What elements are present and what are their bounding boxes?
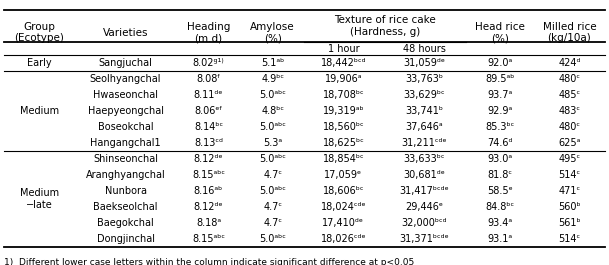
Text: 33,629ᵇᶜ: 33,629ᵇᶜ bbox=[403, 90, 445, 100]
Text: 8.14ᵇᶜ: 8.14ᵇᶜ bbox=[194, 122, 223, 132]
Text: Texture of rice cake
(Hardness, g): Texture of rice cake (Hardness, g) bbox=[334, 15, 435, 37]
Text: 93.7ᵃ: 93.7ᵃ bbox=[487, 90, 512, 100]
Text: Nunbora: Nunbora bbox=[105, 186, 147, 196]
Text: 480ᶜ: 480ᶜ bbox=[558, 74, 580, 84]
Text: 30,681ᵈᵉ: 30,681ᵈᵉ bbox=[403, 170, 445, 180]
Text: Heading
(m.d): Heading (m.d) bbox=[187, 22, 230, 43]
Text: 5.0ᵃᵇᶜ: 5.0ᵃᵇᶜ bbox=[259, 122, 286, 132]
Text: 33,633ᵇᶜ: 33,633ᵇᶜ bbox=[403, 154, 445, 164]
Text: Baekseolchal: Baekseolchal bbox=[93, 202, 158, 212]
Text: 8.18ᵃ: 8.18ᵃ bbox=[196, 218, 221, 228]
Text: 625ᵃ: 625ᵃ bbox=[558, 138, 580, 148]
Text: 5.0ᵃᵇᶜ: 5.0ᵃᵇᶜ bbox=[259, 234, 286, 244]
Text: Baegokchal: Baegokchal bbox=[97, 218, 154, 228]
Text: 8.12ᵈᵉ: 8.12ᵈᵉ bbox=[194, 154, 224, 164]
Text: 4.7ᶜ: 4.7ᶜ bbox=[263, 202, 282, 212]
Text: Sangjuchal: Sangjuchal bbox=[99, 58, 152, 68]
Text: 483ᶜ: 483ᶜ bbox=[558, 106, 580, 116]
Text: 18,026ᶜᵈᵉ: 18,026ᶜᵈᵉ bbox=[320, 234, 366, 244]
Text: 5.0ᵃᵇᶜ: 5.0ᵃᵇᶜ bbox=[259, 186, 286, 196]
Text: 29,446ᵉ: 29,446ᵉ bbox=[405, 202, 443, 212]
Text: 8.15ᵃᵇᶜ: 8.15ᵃᵇᶜ bbox=[192, 170, 225, 180]
Text: 5.1ᵃᵇ: 5.1ᵃᵇ bbox=[261, 58, 284, 68]
Text: 4.7ᶜ: 4.7ᶜ bbox=[263, 218, 282, 228]
Text: Amylose
(%): Amylose (%) bbox=[250, 22, 295, 43]
Text: 8.06ᵉᶠ: 8.06ᵉᶠ bbox=[194, 106, 223, 116]
Text: 8.15ᵃᵇᶜ: 8.15ᵃᵇᶜ bbox=[192, 234, 225, 244]
Text: Early: Early bbox=[27, 58, 52, 68]
Text: 4.7ᶜ: 4.7ᶜ bbox=[263, 170, 282, 180]
Text: 19,906ᵃ: 19,906ᵃ bbox=[325, 74, 362, 84]
Text: Haepyeongchal: Haepyeongchal bbox=[88, 106, 164, 116]
Text: Group
(Ecotype): Group (Ecotype) bbox=[15, 22, 65, 43]
Text: Medium
−late: Medium −late bbox=[20, 188, 59, 210]
Text: Aranghyangchal: Aranghyangchal bbox=[86, 170, 166, 180]
Text: 58.5ᵉ: 58.5ᵉ bbox=[487, 186, 513, 196]
Text: Varieties: Varieties bbox=[103, 28, 148, 38]
Text: 471ᶜ: 471ᶜ bbox=[558, 186, 580, 196]
Text: 5.0ᵃᵇᶜ: 5.0ᵃᵇᶜ bbox=[259, 154, 286, 164]
Text: 18,708ᵇᶜ: 18,708ᵇᶜ bbox=[323, 90, 364, 100]
Text: 19,319ᵃᵇ: 19,319ᵃᵇ bbox=[323, 106, 364, 116]
Text: 1)  Different lower case letters within the column indicate significant differen: 1) Different lower case letters within t… bbox=[4, 258, 414, 265]
Text: 8.08ᶠ: 8.08ᶠ bbox=[196, 74, 220, 84]
Text: 18,854ᵇᶜ: 18,854ᵇᶜ bbox=[323, 154, 364, 164]
Text: 32,000ᵇᶜᵈ: 32,000ᵇᶜᵈ bbox=[401, 218, 447, 228]
Text: 8.11ᵈᵉ: 8.11ᵈᵉ bbox=[194, 90, 224, 100]
Text: 18,024ᶜᵈᵉ: 18,024ᶜᵈᵉ bbox=[320, 202, 366, 212]
Text: 495ᶜ: 495ᶜ bbox=[558, 154, 580, 164]
Text: 17,059ᵉ: 17,059ᵉ bbox=[324, 170, 362, 180]
Text: 485ᶜ: 485ᶜ bbox=[558, 90, 580, 100]
Text: 31,417ᵇᶜᵈᵉ: 31,417ᵇᶜᵈᵉ bbox=[400, 186, 449, 196]
Text: 31,059ᵈᵉ: 31,059ᵈᵉ bbox=[403, 58, 445, 68]
Text: 93.4ᵃ: 93.4ᵃ bbox=[487, 218, 512, 228]
Text: Milled rice
(kg/10a): Milled rice (kg/10a) bbox=[543, 22, 596, 43]
Text: 74.6ᵈ: 74.6ᵈ bbox=[487, 138, 512, 148]
Text: Shinseonchal: Shinseonchal bbox=[93, 154, 158, 164]
Text: 92.0ᵃ: 92.0ᵃ bbox=[487, 58, 512, 68]
Text: 18,625ᵇᶜ: 18,625ᵇᶜ bbox=[323, 138, 364, 148]
Text: Hwaseonchal: Hwaseonchal bbox=[93, 90, 158, 100]
Text: 480ᶜ: 480ᶜ bbox=[558, 122, 580, 132]
Text: 85.3ᵇᶜ: 85.3ᵇᶜ bbox=[485, 122, 514, 132]
Text: 84.8ᵇᶜ: 84.8ᵇᶜ bbox=[485, 202, 514, 212]
Text: 31,211ᶜᵈᵉ: 31,211ᶜᵈᵉ bbox=[401, 138, 447, 148]
Text: 5.3ᵃ: 5.3ᵃ bbox=[263, 138, 282, 148]
Text: 8.12ᵈᵉ: 8.12ᵈᵉ bbox=[194, 202, 224, 212]
Text: 33,741ᵇ: 33,741ᵇ bbox=[405, 106, 443, 116]
Text: 4.9ᵇᶜ: 4.9ᵇᶜ bbox=[261, 74, 284, 84]
Text: 424ᵈ: 424ᵈ bbox=[558, 58, 581, 68]
Text: Hangangchal1: Hangangchal1 bbox=[90, 138, 161, 148]
Text: 81.8ᶜ: 81.8ᶜ bbox=[487, 170, 512, 180]
Text: 18,442ᵇᶜᵈ: 18,442ᵇᶜᵈ bbox=[320, 58, 366, 68]
Text: 18,560ᵇᶜ: 18,560ᵇᶜ bbox=[323, 122, 364, 132]
Text: 33,763ᵇ: 33,763ᵇ bbox=[405, 74, 443, 84]
Text: 92.9ᵃ: 92.9ᵃ bbox=[487, 106, 512, 116]
Text: 93.0ᵃ: 93.0ᵃ bbox=[487, 154, 512, 164]
Text: 8.13ᶜᵈ: 8.13ᶜᵈ bbox=[194, 138, 223, 148]
Text: 17,410ᵈᵉ: 17,410ᵈᵉ bbox=[322, 218, 364, 228]
Text: 4.8ᵇᶜ: 4.8ᵇᶜ bbox=[261, 106, 284, 116]
Text: 89.5ᵃᵇ: 89.5ᵃᵇ bbox=[485, 74, 515, 84]
Text: Medium: Medium bbox=[20, 106, 59, 116]
Text: 5.0ᵃᵇᶜ: 5.0ᵃᵇᶜ bbox=[259, 90, 286, 100]
Text: 560ᵇ: 560ᵇ bbox=[558, 202, 581, 212]
Text: 18,606ᵇᶜ: 18,606ᵇᶜ bbox=[323, 186, 364, 196]
Text: Head rice
(%): Head rice (%) bbox=[474, 22, 524, 43]
Text: 48 hours: 48 hours bbox=[403, 43, 446, 54]
Text: 561ᵇ: 561ᵇ bbox=[558, 218, 581, 228]
Text: Dongjinchal: Dongjinchal bbox=[96, 234, 155, 244]
Text: 31,371ᵇᶜᵈᵉ: 31,371ᵇᶜᵈᵉ bbox=[400, 234, 449, 244]
Text: 93.1ᵃ: 93.1ᵃ bbox=[487, 234, 512, 244]
Text: Seolhyangchal: Seolhyangchal bbox=[90, 74, 161, 84]
Text: Boseokchal: Boseokchal bbox=[97, 122, 153, 132]
Text: 514ᶜ: 514ᶜ bbox=[558, 170, 580, 180]
Text: 8.02ᵍ¹⁾: 8.02ᵍ¹⁾ bbox=[192, 58, 224, 68]
Text: 514ᶜ: 514ᶜ bbox=[558, 234, 580, 244]
Text: 37,646ᵃ: 37,646ᵃ bbox=[406, 122, 443, 132]
Text: 1 hour: 1 hour bbox=[328, 43, 359, 54]
Text: 8.16ᵃᵇ: 8.16ᵃᵇ bbox=[194, 186, 223, 196]
